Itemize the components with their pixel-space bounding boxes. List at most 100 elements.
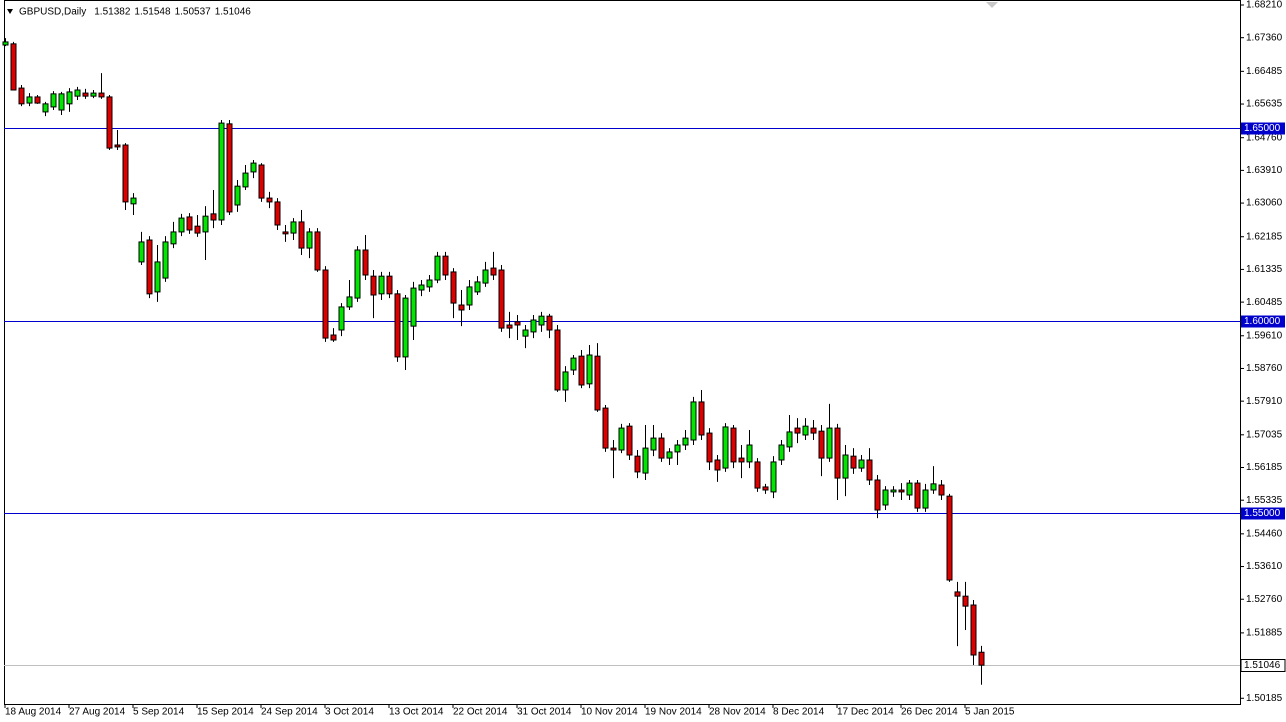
candle-body [634, 455, 641, 473]
candle-body [842, 454, 849, 479]
x-tick-label: 10 Nov 2014 [581, 707, 638, 718]
candle-body [242, 172, 249, 188]
x-tick-label: 13 Oct 2014 [389, 707, 444, 718]
y-tick-label: 1.55335 [1246, 495, 1283, 506]
candle-body [930, 483, 937, 491]
candle-body [74, 89, 81, 97]
candle-body [146, 239, 153, 295]
candle-body [306, 231, 313, 249]
candle-body [546, 315, 553, 331]
y-tick-label: 1.67360 [1246, 32, 1283, 43]
candle-body [858, 459, 865, 469]
plot-frame [4, 0, 1241, 705]
candle-body [194, 225, 201, 234]
candle-body [602, 407, 609, 449]
candle-body [738, 457, 745, 463]
candle-body [2, 41, 9, 46]
candle-body [330, 334, 337, 341]
header-low: 1.50537 [175, 7, 212, 18]
candle-body [266, 197, 273, 203]
candle-body [114, 144, 121, 148]
y-tick-label: 1.57910 [1246, 396, 1283, 407]
x-tick-label: 26 Dec 2014 [901, 707, 958, 718]
candle-body [290, 221, 297, 234]
x-tick-label: 22 Oct 2014 [453, 707, 508, 718]
candle-body [682, 437, 689, 446]
candle-body [658, 437, 665, 459]
y-tick-label: 1.64760 [1246, 132, 1283, 143]
candle-body [466, 286, 473, 306]
candle-body [954, 591, 961, 597]
y-tick-label: 1.53610 [1246, 561, 1283, 572]
candle-body [850, 455, 857, 469]
candle-body [618, 427, 625, 451]
candle-body [650, 437, 657, 451]
candle-body [402, 297, 409, 358]
candle-body [962, 595, 969, 607]
candle-body [674, 444, 681, 453]
candle-body [882, 489, 889, 506]
candle-body [898, 489, 905, 493]
y-tick-label: 1.57035 [1246, 429, 1283, 440]
candle-body [186, 216, 193, 231]
candle-body [874, 479, 881, 511]
candle-body [706, 432, 713, 463]
menu-arrow[interactable] [7, 9, 13, 14]
candle-body [50, 93, 57, 108]
candle-body [818, 430, 825, 459]
candle-body [570, 357, 577, 371]
candle-body [506, 324, 513, 329]
y-tick-label: 1.65635 [1246, 99, 1283, 110]
candle-body [394, 293, 401, 358]
candle-body [66, 91, 73, 105]
chart-title: GBPUSD,Daily [19, 7, 86, 18]
y-tick-label: 1.56185 [1246, 462, 1283, 473]
candle-body [170, 231, 177, 245]
x-tick-label: 15 Sep 2014 [197, 707, 254, 718]
candle-body [346, 296, 353, 308]
candle-body [802, 425, 809, 436]
candle-body [866, 459, 873, 481]
last-price-label: 1.51046 [1244, 660, 1281, 671]
candle-body [722, 426, 729, 469]
header-high: 1.51548 [134, 7, 171, 18]
candle-body [434, 255, 441, 281]
candle-body [258, 164, 265, 199]
candle-body [490, 267, 497, 276]
candle-body [122, 144, 129, 203]
candle-body [226, 123, 233, 213]
candle-body [410, 287, 417, 327]
candle-body [354, 249, 361, 299]
candle-body [530, 319, 537, 333]
x-tick-label: 5 Jan 2015 [965, 707, 1015, 718]
y-tick-label: 1.58760 [1246, 363, 1283, 374]
y-tick-label: 1.51885 [1246, 628, 1283, 639]
level-label: 1.55000 [1244, 508, 1281, 519]
candle-body [130, 197, 137, 205]
y-tick-label: 1.62185 [1246, 231, 1283, 242]
candle-body [98, 92, 105, 98]
y-tick-label: 1.63060 [1246, 198, 1283, 209]
candle-body [666, 451, 673, 459]
candle-body [754, 461, 761, 489]
x-tick-label: 3 Oct 2014 [325, 707, 374, 718]
candle-body [554, 329, 561, 391]
y-tick-label: 1.68210 [1246, 0, 1283, 11]
candle-body [770, 461, 777, 493]
candle-body [450, 271, 457, 304]
candle-body [362, 249, 369, 276]
header-open: 1.51382 [94, 7, 131, 18]
candle-body [58, 93, 65, 111]
last-price-box [1240, 659, 1286, 672]
x-tick-label: 28 Nov 2014 [709, 707, 766, 718]
y-tick-label: 1.54460 [1246, 528, 1283, 539]
candle-body [642, 447, 649, 474]
candle-body [586, 354, 593, 385]
candle-body [906, 482, 913, 496]
level-label: 1.60000 [1244, 316, 1281, 327]
candle-body [626, 425, 633, 456]
candle-body [714, 459, 721, 471]
